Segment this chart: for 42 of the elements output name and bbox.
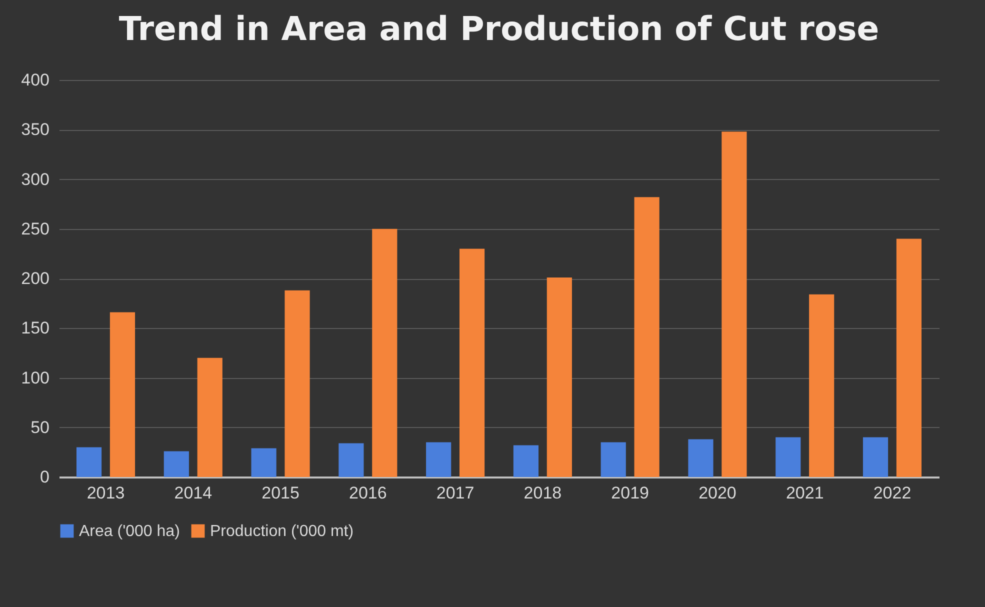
chart-title: Trend in Area and Production of Cut rose	[118, 9, 880, 48]
bar	[426, 442, 452, 477]
bar	[688, 439, 714, 477]
bar	[776, 437, 801, 477]
y-tick-label: 250	[21, 219, 50, 238]
x-tick-label: 2017	[436, 484, 474, 502]
bar	[459, 248, 485, 477]
y-tick-label: 350	[21, 120, 50, 140]
bar	[809, 294, 834, 477]
x-tick-label: 2016	[349, 484, 387, 502]
x-tick-label: 2014	[174, 484, 212, 502]
x-tick-label: 2018	[524, 484, 562, 502]
x-tick-label: 2020	[698, 484, 736, 502]
bar	[197, 358, 222, 477]
x-tick-label: 2013	[86, 484, 125, 502]
bar	[862, 437, 888, 477]
y-tick-label: 0	[40, 468, 50, 486]
bar	[284, 290, 310, 477]
y-tick-label: 300	[21, 170, 50, 189]
legend-label: Area ('000 ha)	[79, 523, 180, 540]
bar	[372, 228, 398, 477]
bar	[600, 442, 626, 477]
y-tick-label: 200	[21, 269, 50, 288]
bar	[251, 448, 276, 477]
bar	[110, 312, 136, 477]
bar	[76, 447, 102, 477]
bar	[338, 443, 364, 477]
x-tick-label: 2015	[262, 484, 300, 502]
y-tick-label: 150	[21, 318, 50, 338]
y-tick-label: 400	[21, 70, 50, 90]
bar	[722, 132, 747, 477]
bar	[634, 197, 660, 477]
x-tick-label: 2022	[873, 484, 912, 502]
x-tick-label: 2019	[611, 484, 649, 502]
bar	[513, 445, 539, 477]
bar	[896, 238, 922, 477]
bar	[164, 451, 189, 477]
legend-label: Production ('000 mt)	[210, 523, 354, 540]
x-tick-label: 2021	[786, 484, 824, 502]
y-tick-label: 50	[30, 418, 50, 437]
bar	[546, 278, 572, 477]
y-tick-label: 100	[21, 368, 50, 388]
